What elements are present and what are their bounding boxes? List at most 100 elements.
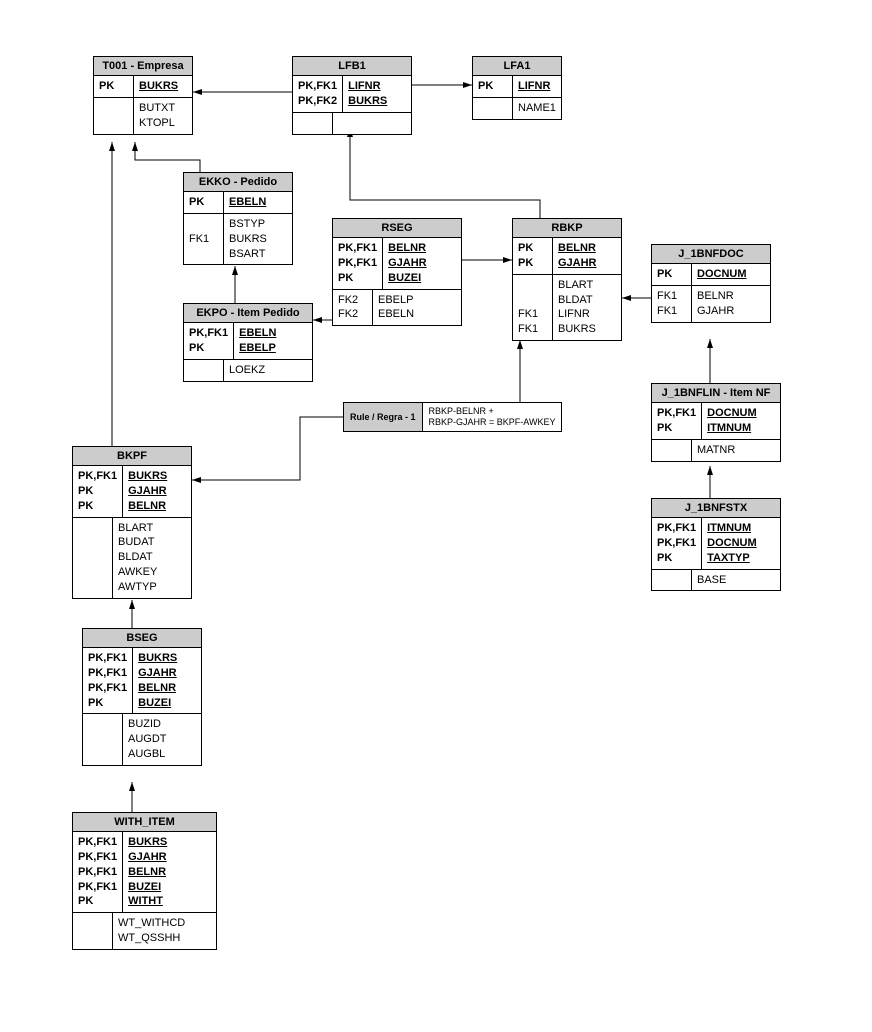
field-column: BUKRS [134,76,192,97]
field-column: BUZIDAUGDTAUGBL [123,714,201,765]
key-column: PK,FK1PK,FK1PK,FK1PK,FK1PK [73,832,123,912]
pk-field: LIFNR [518,79,556,94]
field-column: LIFNRBUKRS [343,76,411,112]
field-column: EBELN [224,192,292,213]
attr-field: MATNR [697,443,775,458]
field-column [333,113,411,134]
field-column: BLARTBLDATLIFNRBUKRS [553,275,621,340]
key-type: PK,FK1 [657,536,696,551]
key-type [657,573,686,588]
entity-bkpf: BKPFPK,FK1PKPKBUKRSGJAHRBELNR BLARTBUDAT… [72,446,192,599]
pk-field: BELNR [138,681,196,696]
key-type [478,101,507,116]
key-type: PK,FK1 [78,850,117,865]
key-type: PK,FK1 [657,406,696,421]
entity-title: WITH_ITEM [73,813,216,832]
pk-field: ITMNUM [707,521,775,536]
pk-field: BUZEI [128,880,211,895]
key-type: PK,FK1 [298,79,337,94]
key-type: PK [657,551,696,566]
entity-rseg: RSEGPK,FK1PK,FK1PKBELNRGJAHRBUZEIFK2FK2E… [332,218,462,326]
key-type: PK [657,267,686,282]
pk-field: GJAHR [138,666,196,681]
key-column: FK1 [184,214,224,265]
field-column: ITMNUMDOCNUMTAXTYP [702,518,780,569]
key-type: FK1 [657,304,686,319]
entity-title: BSEG [83,629,201,648]
key-type [78,580,107,595]
pk-field: DOCNUM [697,267,765,282]
key-type: PK [88,696,127,711]
field-column: WT_WITHCDWT_QSSHH [113,913,216,949]
key-type [78,916,107,931]
key-type [78,565,107,580]
key-type [657,443,686,458]
key-column: PK,FK1PK,FK1PK [652,518,702,569]
key-type: FK1 [518,307,547,322]
rule-box: Rule / Regra - 1 RBKP-BELNR + RBKP-GJAHR… [343,402,562,432]
entity-title: RSEG [333,219,461,238]
pk-field: EBELP [239,341,307,356]
pk-field: GJAHR [128,850,211,865]
key-type: PK,FK1 [657,521,696,536]
pk-field: BUKRS [348,94,406,109]
key-type [78,550,107,565]
key-type: PK,FK2 [298,94,337,109]
attr-field: AUGDT [128,732,196,747]
pk-field: EBELN [239,326,307,341]
key-type: PK,FK1 [88,666,127,681]
edge-rbkp-lfb1 [350,128,540,218]
key-column: FK2FK2 [333,290,373,326]
field-column: EBELNEBELP [234,323,312,359]
key-type: PK,FK1 [189,326,228,341]
key-type: PK,FK1 [338,241,377,256]
key-type: PK [78,894,117,909]
key-column: PK,FK1PKPK [73,466,123,517]
entity-bseg: BSEGPK,FK1PK,FK1PK,FK1PKBUKRSGJAHRBELNRB… [82,628,202,766]
field-column: BASE [692,570,780,591]
entity-title: EKPO - Item Pedido [184,304,312,323]
entity-j1bnfdoc: J_1BNFDOCPKDOCNUMFK1FK1BELNRGJAHR [651,244,771,323]
key-type: FK1 [657,289,686,304]
attr-field: BUZID [128,717,196,732]
edge-rule-left-bkpf [192,417,343,480]
attr-field: WT_QSSHH [118,931,211,946]
key-column [473,98,513,119]
key-type: PK [99,79,128,94]
pk-field: GJAHR [128,484,186,499]
attr-field: AWKEY [118,565,186,580]
field-column: BUKRSGJAHRBELNRBUZEIWITHT [123,832,216,912]
field-column: BLARTBUDATBLDATAWKEYAWTYP [113,518,191,598]
key-type [88,717,117,732]
key-column: PK [652,264,692,285]
field-column: BUKRSGJAHRBELNR [123,466,191,517]
field-column: EBELPEBELN [373,290,461,326]
key-type: PK,FK1 [78,865,117,880]
pk-field: BUKRS [128,469,186,484]
attr-field: BUDAT [118,535,186,550]
attr-field: EBELP [378,293,456,308]
attr-field: BUKRS [229,232,287,247]
entity-title: EKKO - Pedido [184,173,292,192]
entity-title: RBKP [513,219,621,238]
attr-field: BLDAT [118,550,186,565]
key-column [73,518,113,598]
key-column: PK,FK1PK,FK1PK,FK1PK [83,648,133,713]
field-column: BELNRGJAHR [692,286,770,322]
attr-field: EBELN [378,307,456,322]
entity-j1bnflin: J_1BNFLIN - Item NFPK,FK1PKDOCNUMITMNUM … [651,383,781,462]
entity-title: T001 - Empresa [94,57,192,76]
pk-field: LIFNR [348,79,406,94]
attr-field: KTOPL [139,116,187,131]
key-type [298,116,327,131]
pk-field: GJAHR [388,256,456,271]
key-column [652,440,692,461]
attr-field: WT_WITHCD [118,916,211,931]
key-type [78,931,107,946]
key-type [518,293,547,308]
field-column: DOCNUMITMNUM [702,403,780,439]
entity-with_item: WITH_ITEMPK,FK1PK,FK1PK,FK1PK,FK1PKBUKRS… [72,812,217,950]
entity-title: LFB1 [293,57,411,76]
attr-field: AWTYP [118,580,186,595]
key-type [189,363,218,378]
